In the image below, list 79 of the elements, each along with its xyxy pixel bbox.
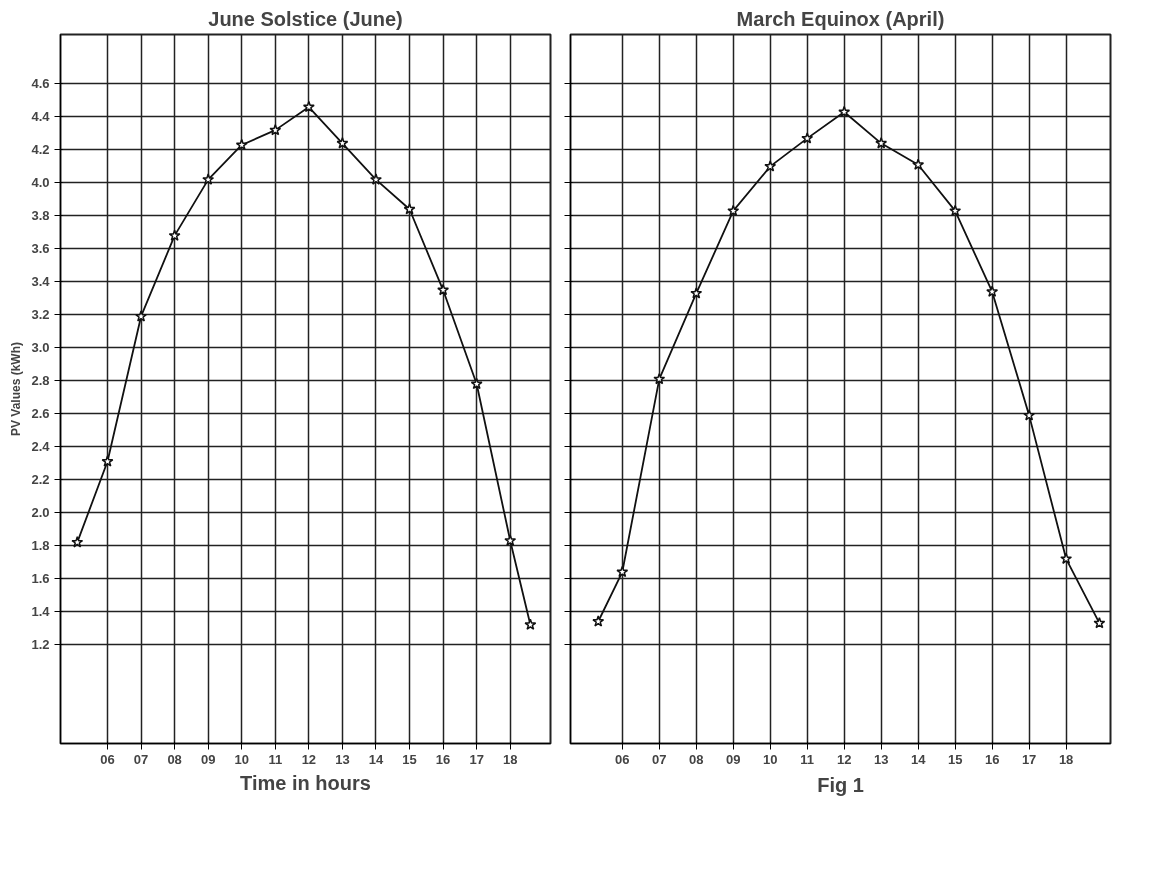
y-tick-label: 1.4 [31, 604, 51, 620]
point [616, 565, 629, 578]
y-tick-label: 2.2 [31, 472, 50, 488]
point [504, 534, 517, 546]
x-tick-label: 07 [652, 751, 667, 767]
point [838, 105, 851, 118]
x-tick-label: 18 [503, 751, 518, 767]
x-tick-label: 11 [268, 751, 283, 767]
y-tick-label: 4.4 [31, 109, 51, 125]
point [912, 158, 925, 170]
x-tick-label: 06 [100, 751, 115, 767]
point [1093, 616, 1106, 629]
x-tick-label: 08 [689, 751, 704, 767]
point [101, 455, 114, 467]
point [437, 283, 450, 296]
x-axis-title: Time in hours [240, 771, 371, 794]
y-tick-label: 4.2 [31, 142, 50, 158]
x-tick-label: 15 [402, 751, 417, 767]
y-tick-label: 1.6 [31, 571, 50, 587]
point [336, 137, 349, 149]
point [764, 160, 777, 172]
point [727, 204, 740, 217]
y-tick-label: 3.0 [31, 340, 50, 356]
chart-title: June Solstice (June) [208, 7, 403, 30]
x-tick-label: 09 [200, 751, 216, 767]
y-tick-label: 2.0 [31, 505, 50, 521]
y-tick-label: 3.8 [31, 208, 50, 224]
point [949, 204, 962, 217]
x-tick-label: 15 [947, 751, 963, 767]
caption: Fig 1 [817, 773, 864, 796]
point [403, 203, 416, 215]
x-tick-label: 12 [836, 751, 852, 767]
x-tick-label: 17 [469, 751, 484, 767]
point [524, 618, 537, 630]
point [653, 372, 666, 385]
x-tick-label: 10 [234, 751, 249, 767]
x-tick-label: 10 [763, 751, 778, 767]
y-tick-label: 3.4 [31, 274, 51, 290]
x-tick-label: 12 [301, 751, 317, 767]
x-tick-label: 08 [167, 751, 182, 767]
point [269, 123, 282, 136]
x-tick-label: 13 [873, 751, 889, 767]
point [235, 138, 248, 151]
x-tick-label: 09 [726, 751, 741, 767]
y-axis-title: PV Values (kWh) [9, 341, 24, 437]
y-tick-label: 1.2 [31, 637, 50, 653]
x-tick-label: 16 [984, 751, 1000, 767]
y-tick-label: 2.8 [31, 373, 50, 389]
x-tick-label: 14 [368, 751, 384, 767]
point [302, 100, 315, 113]
x-tick-label: 07 [133, 751, 149, 767]
point [801, 132, 814, 144]
y-tick-label: 4.6 [31, 76, 50, 92]
y-tick-label: 2.6 [31, 406, 50, 422]
y-tick-label: 3.6 [31, 241, 50, 257]
y-tick-label: 4.0 [31, 175, 50, 191]
point [202, 173, 215, 185]
point [470, 377, 483, 390]
point [1060, 552, 1073, 565]
point [690, 287, 703, 299]
y-tick-label: 3.2 [31, 307, 50, 323]
point [986, 285, 999, 297]
point [875, 137, 888, 149]
point [370, 173, 382, 185]
x-tick-label: 06 [615, 751, 630, 767]
y-tick-label: 1.8 [31, 538, 50, 554]
x-tick-label: 11 [800, 751, 815, 767]
y-tick-label: 2.4 [31, 439, 51, 455]
point [135, 310, 148, 322]
point [1023, 409, 1036, 421]
point [592, 615, 605, 627]
point [168, 229, 181, 241]
x-tick-label: 18 [1058, 751, 1074, 767]
x-tick-label: 13 [335, 751, 350, 767]
chart-title: March Equinox (April) [736, 7, 945, 30]
x-tick-label: 14 [910, 751, 927, 767]
x-tick-label: 16 [435, 751, 451, 767]
point [71, 536, 84, 548]
x-tick-label: 17 [1021, 751, 1037, 767]
